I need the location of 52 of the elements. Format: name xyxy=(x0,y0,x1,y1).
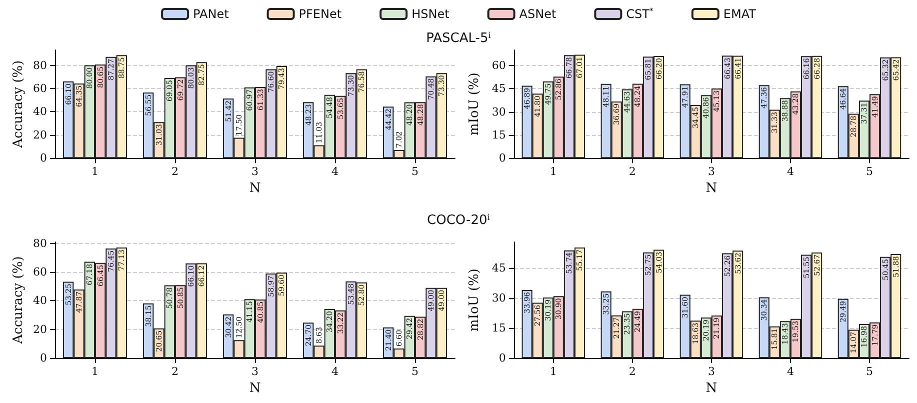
legend-label: ASNet xyxy=(519,7,556,21)
x-tick-label: 1 xyxy=(92,165,98,178)
x-tick-label: 2 xyxy=(172,365,178,378)
x-tick-label: 2 xyxy=(172,165,178,178)
x-tick-label: 4 xyxy=(332,365,338,378)
y-tick-label: 45 xyxy=(492,82,506,96)
y-tick-label: 0 xyxy=(40,152,47,165)
legend-label: HSNet xyxy=(412,7,450,21)
x-tick-label: 4 xyxy=(786,365,794,378)
y-tick-label: 40 xyxy=(33,105,47,118)
legend-label: PANet xyxy=(193,7,230,21)
y-tick-label: 15 xyxy=(492,321,506,334)
y-tick-label: 30 xyxy=(492,105,506,118)
y-tick-label: 0 xyxy=(498,352,506,364)
y-axis-title: mIoU (%) xyxy=(467,268,482,332)
y-tick-label: 40 xyxy=(33,294,47,308)
y-axis-title: Accuracy (%) xyxy=(11,256,26,345)
y-tick-label: 30 xyxy=(492,291,506,304)
y-tick-label: 20 xyxy=(33,322,47,336)
y-axis-title: mIoU (%) xyxy=(467,72,482,136)
y-tick-label: 15 xyxy=(492,128,506,142)
y-tick-label: 45 xyxy=(492,261,506,274)
x-tick-label: 3 xyxy=(252,165,258,178)
x-tick-label: 1 xyxy=(550,365,557,378)
x-tick-label: 5 xyxy=(412,365,418,378)
x-axis-title: N xyxy=(249,181,261,196)
x-tick-label: 1 xyxy=(92,365,98,378)
y-tick-label: 60 xyxy=(33,266,47,279)
x-tick-label: 3 xyxy=(252,365,258,378)
legend-label: PFENet xyxy=(298,7,342,21)
x-tick-label: 3 xyxy=(708,165,715,178)
x-axis-title: N xyxy=(706,380,718,396)
x-tick-label: 5 xyxy=(866,165,873,178)
x-tick-label: 3 xyxy=(708,365,715,378)
x-tick-label: 2 xyxy=(628,165,636,178)
y-tick-label: 60 xyxy=(492,59,506,72)
y-tick-label: 0 xyxy=(40,352,47,364)
y-tick-label: 0 xyxy=(498,152,506,165)
x-tick-label: 4 xyxy=(786,165,794,178)
y-tick-label: 80 xyxy=(33,236,47,250)
y-axis-title: Accuracy (%) xyxy=(11,60,26,149)
x-tick-label: 5 xyxy=(412,165,418,178)
y-tick-label: 20 xyxy=(33,128,47,142)
x-tick-label: 4 xyxy=(332,165,338,178)
y-tick-label: 60 xyxy=(33,82,47,96)
x-axis-title: N xyxy=(249,380,261,396)
x-tick-label: 2 xyxy=(628,365,636,378)
legend-label: EMAT xyxy=(723,7,757,21)
x-tick-label: 5 xyxy=(866,365,873,378)
y-tick-label: 80 xyxy=(33,58,47,72)
x-axis-title: N xyxy=(706,181,718,196)
x-tick-label: 1 xyxy=(550,165,557,178)
